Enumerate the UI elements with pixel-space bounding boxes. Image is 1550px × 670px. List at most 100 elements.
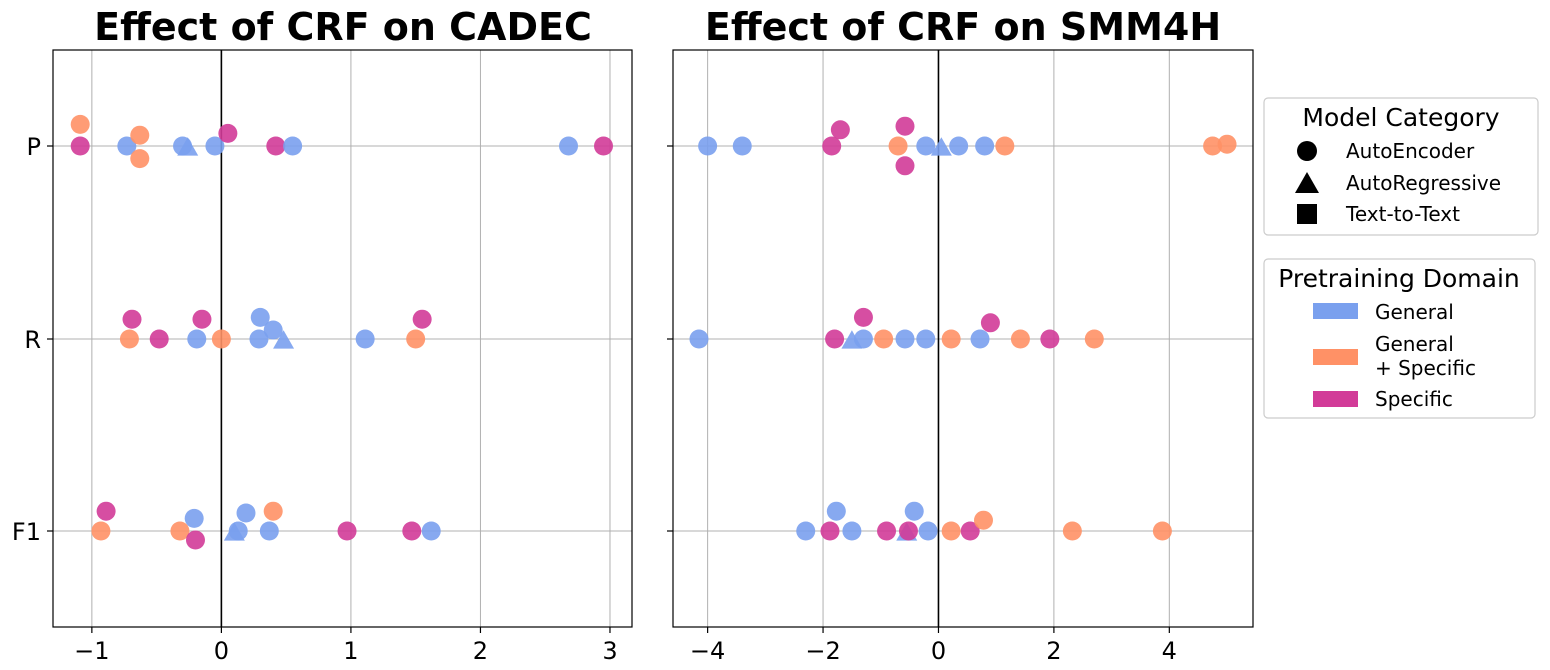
x-ticks-cadec: −1 0 1 2 3 [74,627,618,665]
legend-pretraining-domain: Pretraining Domain General General + Spe… [1263,258,1536,419]
legend-frame [1263,258,1536,419]
data-point-circle [402,521,422,541]
x-tick-label: 4 [1162,637,1177,665]
data-point-circle [916,329,936,349]
legend-swatch-general [1313,303,1358,319]
x-tick-label: 3 [602,637,617,665]
data-point-circle [1040,329,1060,349]
data-point-circle [184,508,204,528]
legend-item-label: + Specific [1375,356,1476,380]
square-marker-icon [1297,204,1317,224]
legend-item-label: General [1375,332,1454,356]
data-point-circle [1152,521,1172,541]
x-tick-label: 2 [473,637,488,665]
data-point-circle [170,521,190,541]
data-point-circle [70,136,90,156]
data-point-circle [218,123,238,143]
data-point-circle [820,521,840,541]
data-point-circle [236,503,256,523]
y-tick-label: R [24,326,41,354]
data-point-circle [826,501,846,521]
data-point-circle [825,329,845,349]
x-ticks-smm4h: −4 −2 0 2 4 [690,627,1177,665]
legend-item-label: AutoRegressive [1346,171,1501,195]
y-ticks-smm4h [667,145,673,532]
data-point-triangle [273,330,295,349]
data-point-circle [1062,521,1082,541]
data-point-circle [853,329,873,349]
data-point-circle [970,329,990,349]
data-point-circle [263,501,283,521]
data-point-circle [732,136,752,156]
data-point-circle [130,149,150,169]
data-point-circle [698,136,718,156]
data-point-circle [130,125,150,145]
data-point-circle [888,136,908,156]
data-point-circle [250,307,270,327]
data-point-circle [192,309,212,329]
legend-swatch-general-specific [1313,349,1358,365]
data-point-circle [185,530,205,550]
x-tick-label: 0 [214,637,229,665]
data-point-circle [796,521,816,541]
data-point-circle [412,309,432,329]
data-point-circle [119,329,139,349]
data-point-circle [406,329,426,349]
data-point-circle [117,136,137,156]
data-point-circle [70,114,90,134]
legend-item-label: Specific [1375,387,1453,411]
data-point-circle [898,521,918,541]
data-point-circle [918,521,938,541]
data-point-circle [941,521,961,541]
legend-title: Pretraining Domain [1278,264,1520,293]
data-point-circle [355,329,375,349]
data-point-circle [689,329,709,349]
chart-title-cadec: Effect of CRF on CADEC [94,5,592,49]
legend-frame [1263,97,1539,236]
x-tick-label: 2 [1046,637,1061,665]
panel-cadec: Effect of CRF on CADEC −1 0 1 2 3 P R F1 [12,5,633,665]
data-point-circle [91,521,111,541]
data-point-circle [559,136,579,156]
data-point-circle [877,521,897,541]
data-point-circle [205,136,225,156]
data-point-circle [895,329,915,349]
y-tick-label: P [27,133,41,161]
data-point-circle [1203,136,1223,156]
y-ticks-cadec: P R F1 [12,133,53,546]
x-tick-label: −4 [690,637,725,665]
x-tick-label: −2 [805,637,840,665]
legend-item-label: Text-to-Text [1345,202,1460,226]
data-point-circle [594,136,614,156]
data-point-circle [975,136,995,156]
data-point-circle [949,136,969,156]
points-cadec [70,114,614,550]
data-point-circle [1010,329,1030,349]
data-point-circle [259,521,279,541]
grid-smm4h [673,50,1253,627]
legend-item-label: AutoEncoder [1346,139,1475,163]
points-smm4h [689,116,1237,541]
legend-swatch-specific [1313,391,1358,407]
data-point-circle [421,521,441,541]
data-point-circle [337,521,357,541]
data-point-circle [228,521,248,541]
x-tick-label: −1 [74,637,109,665]
data-point-circle [830,120,850,140]
data-point-circle [895,116,915,136]
legend-title: Model Category [1302,103,1499,132]
data-point-circle [122,309,142,329]
data-point-circle [960,521,980,541]
data-point-circle [980,313,1000,333]
data-point-circle [842,521,862,541]
data-point-circle [995,136,1015,156]
data-point-circle [263,320,283,340]
x-tick-label: 1 [343,637,358,665]
data-point-circle [895,156,915,176]
triangle-marker-icon [1295,172,1319,193]
data-point-circle [853,307,873,327]
chart-title-smm4h: Effect of CRF on SMM4H [705,5,1221,49]
data-point-circle [822,136,842,156]
data-point-circle [283,136,303,156]
